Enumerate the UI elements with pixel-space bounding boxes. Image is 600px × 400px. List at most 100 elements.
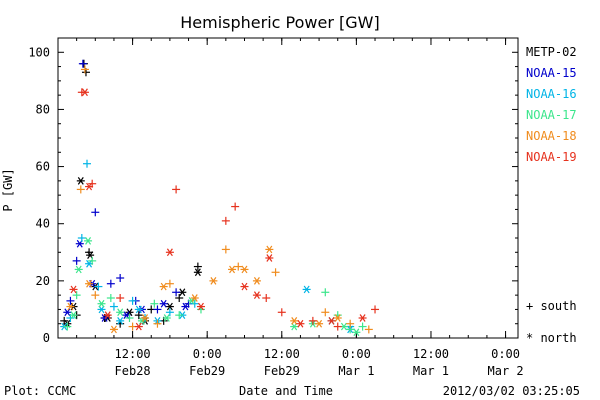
data-point-south xyxy=(221,245,230,254)
marker-stroke xyxy=(340,322,347,331)
legend-entry: NOAA-15 xyxy=(526,66,577,80)
marker-stroke xyxy=(182,302,189,311)
data-point-south xyxy=(193,262,202,271)
marker-stroke xyxy=(163,314,170,322)
data-point-south xyxy=(172,185,181,194)
data-point-south xyxy=(172,288,181,297)
data-point-south xyxy=(109,302,118,311)
data-point-north xyxy=(109,325,118,334)
y-tick-label: 40 xyxy=(36,217,50,231)
data-point-north xyxy=(228,265,237,274)
data-point-south xyxy=(83,159,92,168)
marker-stroke xyxy=(328,317,335,325)
data-point-north xyxy=(240,282,249,291)
marker-stroke xyxy=(179,288,186,297)
data-point-south xyxy=(80,65,89,74)
data-point-south xyxy=(63,322,72,331)
marker-stroke xyxy=(353,328,360,337)
marker-stroke xyxy=(110,325,117,334)
data-points xyxy=(60,59,380,337)
data-point-north xyxy=(352,328,361,337)
marker-stroke xyxy=(229,265,236,274)
data-point-south xyxy=(308,316,317,325)
data-point-north xyxy=(66,302,75,311)
marker-stroke xyxy=(194,268,201,277)
data-point-north xyxy=(69,311,78,319)
y-tick-label: 80 xyxy=(36,102,50,116)
marker-stroke xyxy=(303,285,310,294)
data-point-south xyxy=(128,296,137,305)
data-point-south xyxy=(321,308,330,317)
marker-stroke xyxy=(142,314,149,322)
data-point-north xyxy=(196,302,205,311)
marker-stroke xyxy=(104,311,111,319)
data-point-north xyxy=(327,317,336,325)
data-point-north xyxy=(69,285,78,294)
marker-stroke xyxy=(359,314,366,322)
data-point-south xyxy=(91,291,100,300)
marker-stroke xyxy=(135,322,142,331)
legend-entry: METP-02 xyxy=(526,45,577,59)
data-point-south xyxy=(150,299,159,308)
data-point-north xyxy=(63,308,72,317)
data-point-south xyxy=(371,305,380,314)
marker-stroke xyxy=(117,317,124,325)
marker-stroke xyxy=(297,319,304,328)
data-point-south xyxy=(88,256,97,265)
data-point-south xyxy=(77,234,86,242)
data-point-south xyxy=(106,294,115,302)
data-point-north xyxy=(265,254,274,262)
marker-stroke xyxy=(160,282,167,291)
data-point-north xyxy=(290,317,299,325)
data-point-south xyxy=(271,268,280,277)
data-point-south xyxy=(358,322,367,331)
legend-entry: NOAA-19 xyxy=(526,150,577,164)
data-point-north xyxy=(302,285,311,294)
data-point-south xyxy=(72,256,81,265)
marker-stroke xyxy=(75,265,82,274)
data-point-north xyxy=(165,302,174,311)
data-point-north xyxy=(190,294,199,302)
data-point-south xyxy=(72,291,81,300)
marker-stroke xyxy=(191,294,198,302)
data-point-north xyxy=(103,311,112,319)
footer-credit: Plot: CCMC xyxy=(4,384,76,398)
data-point-south xyxy=(262,294,271,302)
data-point-north xyxy=(76,177,85,185)
x-tick-time-label: 12:00 xyxy=(264,347,300,361)
data-point-south xyxy=(116,294,125,302)
legend-entry: NOAA-18 xyxy=(526,129,577,143)
marker-stroke xyxy=(253,277,260,285)
x-tick-date-label: Mar 1 xyxy=(413,364,449,378)
data-point-north xyxy=(134,305,143,314)
x-tick-time-label: 12:00 xyxy=(115,347,151,361)
x-tick-date-label: Feb28 xyxy=(115,364,151,378)
data-point-north xyxy=(74,265,83,274)
x-tick-time-label: 0:00 xyxy=(342,347,371,361)
data-point-south xyxy=(153,319,162,328)
data-point-north xyxy=(116,317,125,325)
data-point-south xyxy=(234,262,243,271)
marker-stroke xyxy=(241,282,248,291)
x-tick-time-label: 0:00 xyxy=(491,347,520,361)
data-point-north xyxy=(252,277,261,285)
data-point-north xyxy=(159,299,168,308)
data-point-south xyxy=(116,274,125,282)
data-point-north xyxy=(240,265,249,274)
data-point-south xyxy=(231,202,240,211)
marker-stroke xyxy=(241,265,248,274)
marker-stroke xyxy=(77,177,84,185)
data-point-north xyxy=(333,314,342,322)
marker-stroke xyxy=(85,237,92,245)
data-point-north xyxy=(315,319,324,328)
marker-legend-entry: * north xyxy=(526,331,577,345)
y-tick-label: 0 xyxy=(43,331,50,345)
data-point-north xyxy=(162,314,171,322)
footer-timestamp: 2012/03/02 03:25:05 xyxy=(443,384,580,398)
y-tick-label: 20 xyxy=(36,274,50,288)
chart-title: Hemispheric Power [GW] xyxy=(180,13,379,32)
legend-entry: NOAA-17 xyxy=(526,108,577,122)
marker-stroke xyxy=(67,302,74,311)
x-axis-label: Date and Time xyxy=(239,384,333,398)
data-point-north xyxy=(165,248,174,257)
